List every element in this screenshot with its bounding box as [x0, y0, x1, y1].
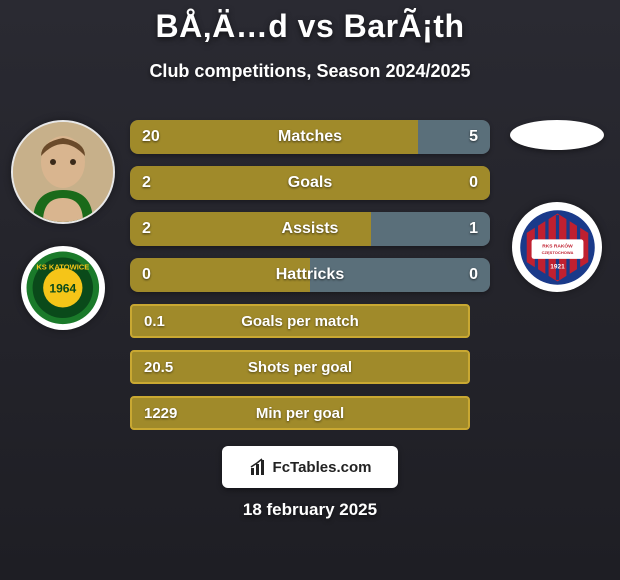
chart-icon [249, 457, 269, 477]
page-title: BÅ‚Ä…d vs BarÃ¡th [0, 8, 620, 45]
single-bar-label: Min per goal [132, 405, 468, 422]
dual-stat-bar: 20Goals [130, 166, 490, 200]
single-bar-label: Goals per match [132, 313, 468, 330]
footer-date: 18 february 2025 [0, 500, 620, 520]
subtitle: Club competitions, Season 2024/2025 [0, 61, 620, 82]
single-stat-bar: 0.1Goals per match [130, 304, 470, 338]
svg-text:CZĘSTOCHOWA: CZĘSTOCHOWA [541, 249, 573, 254]
right-player-column: RKS RAKÓW CZĘSTOCHOWA 1921 [502, 120, 612, 292]
club-crest-icon: RKS RAKÓW CZĘSTOCHOWA 1921 [517, 207, 598, 288]
bar-label: Hattricks [130, 266, 490, 284]
stats-bars: 205Matches 20Goals 21Assists 00Hattricks 0.1… [130, 120, 490, 442]
brand-logo: FcTables.com [222, 446, 398, 488]
svg-text:KS KATOWICE: KS KATOWICE [37, 263, 90, 272]
left-player-column: KS KATOWICE 1964 [8, 120, 118, 330]
left-club-badge: KS KATOWICE 1964 [21, 246, 105, 330]
dual-stat-bar: 00Hattricks [130, 258, 490, 292]
club-crest-icon: KS KATOWICE 1964 [25, 250, 101, 326]
bar-label: Matches [130, 128, 490, 146]
single-stat-bar: 20.5Shots per goal [130, 350, 470, 384]
single-stat-bar: 1229Min per goal [130, 396, 470, 430]
person-icon [13, 122, 113, 222]
single-bar-label: Shots per goal [132, 359, 468, 376]
left-player-avatar [11, 120, 115, 224]
dual-stat-bar: 21Assists [130, 212, 490, 246]
dual-stat-bar: 205Matches [130, 120, 490, 154]
svg-text:1964: 1964 [50, 282, 77, 296]
bar-label: Assists [130, 220, 490, 238]
bar-label: Goals [130, 174, 490, 192]
brand-text: FcTables.com [273, 459, 372, 476]
right-player-avatar [510, 120, 604, 150]
right-club-badge: RKS RAKÓW CZĘSTOCHOWA 1921 [512, 202, 602, 292]
svg-text:1921: 1921 [550, 263, 565, 270]
